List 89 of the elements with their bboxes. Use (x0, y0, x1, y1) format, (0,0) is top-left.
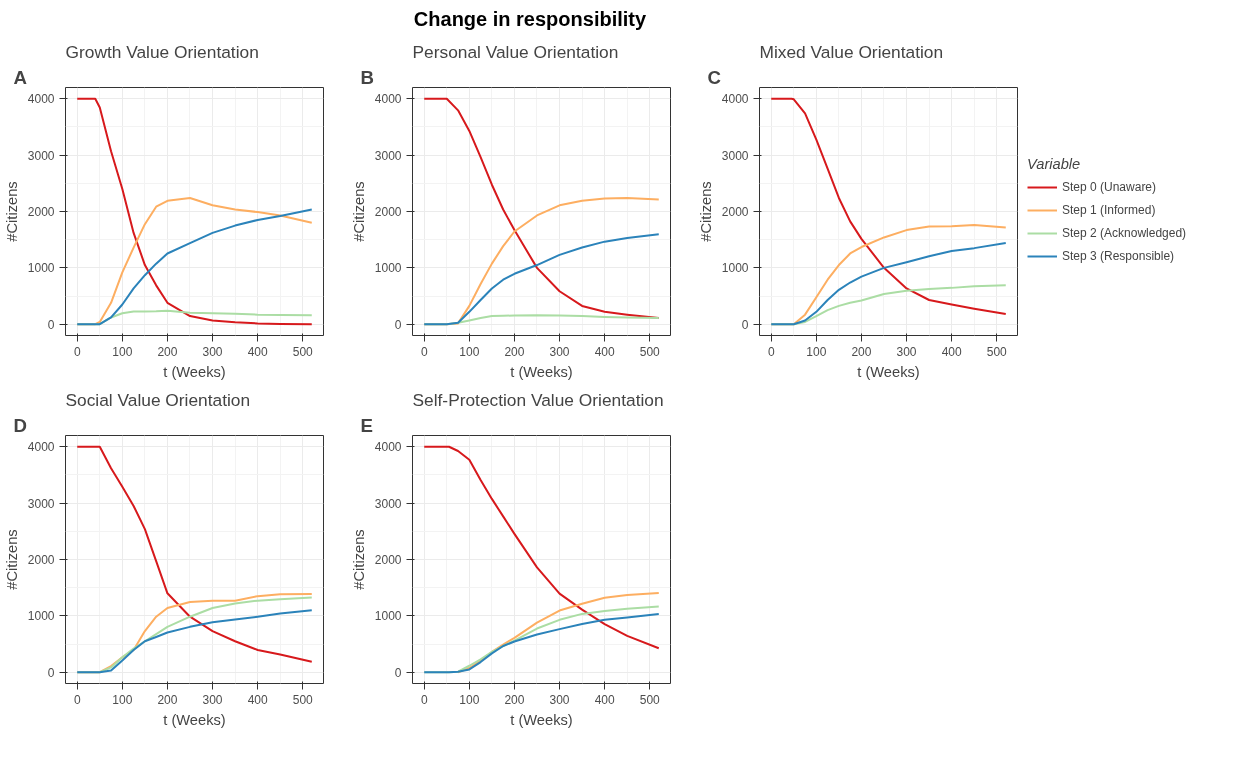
y-tick-label: 0 (394, 317, 402, 332)
x-tick-label: 100 (459, 692, 480, 707)
y-tick-label: 4000 (27, 92, 55, 107)
x-tick-label: 0 (73, 692, 81, 707)
x-tick-label: 200 (157, 344, 178, 359)
line-series (76, 97, 313, 326)
x-tick-label: 400 (247, 344, 268, 359)
y-tick-label: 3000 (374, 496, 402, 511)
x-tick-label: 200 (504, 692, 525, 707)
y-tick-label: 1000 (27, 261, 55, 276)
x-axis-title: t (Weeks) (857, 363, 920, 380)
x-tick-label: 100 (112, 344, 133, 359)
x-tick-label: 500 (292, 692, 314, 707)
x-tick-label: 400 (594, 692, 615, 707)
legend-label: Step 0 (Unaware) (1062, 180, 1157, 194)
text: Change in responsibility (413, 7, 647, 32)
x-tick-label: 100 (459, 344, 480, 359)
x-tick-label: 400 (941, 344, 962, 359)
y-tick-label: 1000 (721, 261, 749, 276)
y-tick-label: 4000 (721, 92, 749, 107)
line-series (76, 445, 313, 663)
y-tick-label: 0 (741, 317, 749, 332)
y-axis-title: #Citizens (3, 529, 20, 590)
legend-label: Step 2 (Acknowledged) (1062, 226, 1187, 240)
x-tick-label: 300 (549, 344, 570, 359)
chart-title: Growth Value Orientation (65, 41, 259, 62)
x-tick-label: 0 (767, 344, 775, 359)
x-tick-label: 500 (292, 344, 314, 359)
x-tick-label: 500 (986, 344, 1008, 359)
text: A (13, 66, 27, 88)
x-axis-title: t (Weeks) (163, 711, 226, 728)
x-tick-label: 100 (806, 344, 827, 359)
text: C (707, 66, 721, 88)
x-axis-title: t (Weeks) (510, 711, 573, 728)
y-axis-title: #Citizens (697, 181, 714, 242)
text: E (360, 414, 373, 436)
y-tick-label: 1000 (374, 609, 402, 624)
y-tick-label: 4000 (374, 440, 402, 455)
y-tick-label: 2000 (374, 205, 402, 219)
line-series (770, 242, 1007, 326)
x-tick-label: 300 (202, 692, 223, 707)
y-tick-label: 4000 (374, 92, 402, 107)
y-tick-label: 3000 (27, 496, 55, 511)
x-tick-label: 400 (247, 692, 268, 707)
x-tick-label: 0 (420, 692, 428, 707)
x-tick-label: 200 (157, 692, 178, 707)
x-tick-label: 300 (202, 344, 223, 359)
chart-title: Self-Protection Value Orientation (412, 389, 664, 410)
legend-label: Step 3 (Responsible) (1062, 249, 1175, 263)
x-tick-label: 0 (73, 344, 81, 359)
line-series (76, 609, 313, 674)
y-tick-label: 2000 (27, 205, 55, 219)
legend-title: Variable (1027, 156, 1082, 172)
y-tick-label: 0 (47, 665, 55, 680)
line-series (770, 97, 1007, 316)
chart-title: Mixed Value Orientation (759, 41, 944, 62)
x-tick-label: 200 (851, 344, 872, 359)
y-tick-label: 3000 (374, 148, 402, 163)
x-tick-label: 100 (112, 692, 133, 707)
y-tick-label: 3000 (721, 148, 749, 163)
chart-title: Personal Value Orientation (412, 41, 619, 62)
y-tick-label: 2000 (374, 553, 402, 567)
x-tick-label: 0 (420, 344, 428, 359)
chart-title: Social Value Orientation (65, 389, 251, 410)
x-tick-label: 400 (594, 344, 615, 359)
text: D (13, 414, 27, 436)
line-series (457, 592, 660, 674)
y-axis-title: #Citizens (350, 181, 367, 242)
y-axis-title: #Citizens (350, 529, 367, 590)
x-tick-label: 500 (639, 344, 661, 359)
text: B (360, 66, 374, 88)
x-tick-label: 300 (549, 692, 570, 707)
y-tick-label: 1000 (374, 261, 402, 276)
x-axis-title: t (Weeks) (510, 363, 573, 380)
y-axis-title: #Citizens (3, 181, 20, 242)
x-tick-label: 200 (504, 344, 525, 359)
x-tick-label: 500 (639, 692, 661, 707)
x-axis-title: t (Weeks) (163, 363, 226, 380)
y-tick-label: 2000 (27, 553, 55, 567)
line-series (423, 445, 660, 650)
y-tick-label: 3000 (27, 148, 55, 163)
y-tick-label: 4000 (27, 440, 55, 455)
legend-label: Step 1 (Informed) (1062, 203, 1156, 217)
line-series (423, 233, 660, 326)
y-tick-label: 2000 (721, 205, 749, 219)
y-tick-label: 1000 (27, 609, 55, 624)
y-tick-label: 0 (394, 665, 402, 680)
x-tick-label: 300 (896, 344, 917, 359)
y-tick-label: 0 (47, 317, 55, 332)
